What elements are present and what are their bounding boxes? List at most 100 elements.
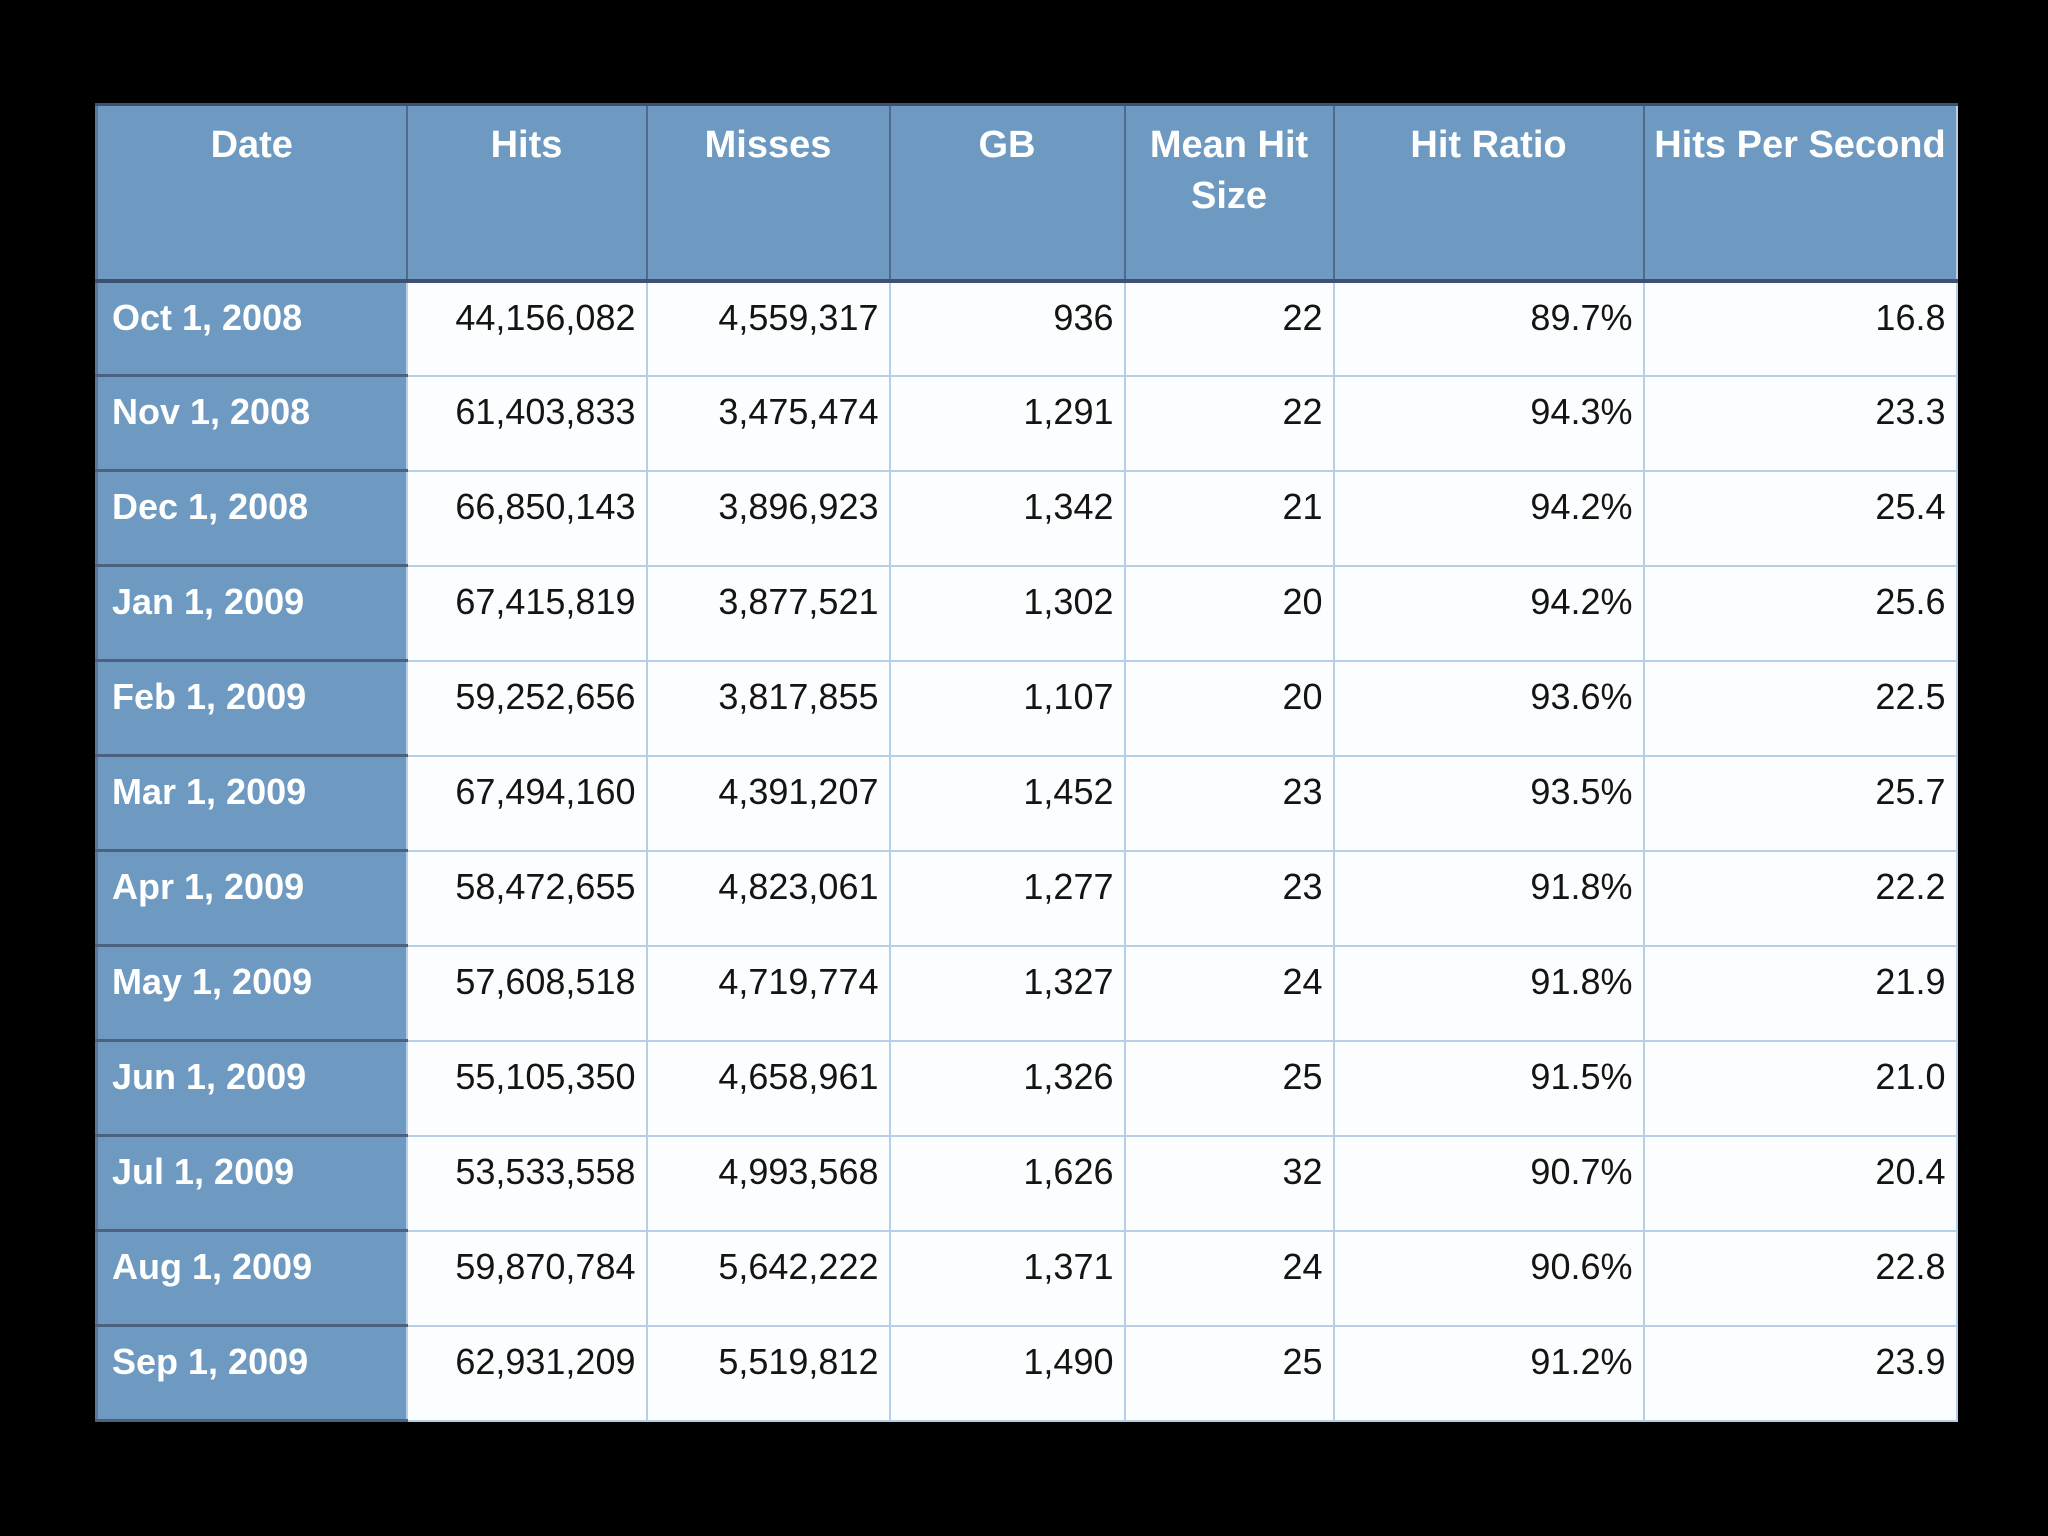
row-hit-ratio-cell: 90.7% [1332, 1135, 1644, 1232]
row-gb-cell: 1,490 [888, 1325, 1125, 1422]
column-header-hit-ratio: Hit Ratio [1332, 104, 1644, 283]
row-hits-cell: 53,533,558 [405, 1135, 647, 1232]
row-mean-hit-size-cell: 25 [1123, 1040, 1334, 1137]
row-hit-ratio-cell: 93.6% [1332, 660, 1644, 757]
row-gb-cell: 1,327 [888, 945, 1125, 1042]
row-hits-per-second-cell: 23.9 [1642, 1325, 1957, 1422]
row-mean-hit-size-cell: 20 [1123, 565, 1334, 662]
column-header-misses: Misses [645, 104, 890, 283]
row-misses-cell: 3,817,855 [645, 660, 890, 757]
table-row: Jan 1, 2009 67,415,819 3,877,521 1,302 20 94.… [96, 565, 1957, 662]
table-row: Feb 1, 2009 59,252,656 3,817,855 1,107 20 93.… [96, 660, 1957, 757]
table-header-row: Date Hits Misses GB Mean Hit Size Hit Ra… [96, 104, 1957, 283]
row-misses-cell: 4,658,961 [645, 1040, 890, 1137]
row-hits-per-second-cell: 25.7 [1642, 755, 1957, 852]
table-row: Nov 1, 2008 61,403,833 3,475,474 1,291 22 94.… [96, 375, 1957, 472]
row-date-cell: Jun 1, 2009 [96, 1040, 407, 1137]
row-gb-cell: 1,452 [888, 755, 1125, 852]
row-misses-cell: 4,993,568 [645, 1135, 890, 1232]
row-hits-per-second-cell: 21.0 [1642, 1040, 1957, 1137]
row-hits-cell: 55,105,350 [405, 1040, 647, 1137]
row-misses-cell: 4,823,061 [645, 850, 890, 947]
row-mean-hit-size-cell: 24 [1123, 945, 1334, 1042]
row-misses-cell: 3,877,521 [645, 565, 890, 662]
row-hits-per-second-cell: 25.6 [1642, 565, 1957, 662]
row-hit-ratio-cell: 91.8% [1332, 945, 1644, 1042]
row-hit-ratio-cell: 91.5% [1332, 1040, 1644, 1137]
row-hit-ratio-cell: 91.8% [1332, 850, 1644, 947]
row-date-cell: Mar 1, 2009 [96, 755, 407, 852]
column-header-hits: Hits [405, 104, 647, 283]
row-date-cell: Jan 1, 2009 [96, 565, 407, 662]
row-hits-per-second-cell: 25.4 [1642, 470, 1957, 567]
row-hits-per-second-cell: 22.5 [1642, 660, 1957, 757]
row-gb-cell: 936 [888, 280, 1125, 377]
row-gb-cell: 1,626 [888, 1135, 1125, 1232]
column-header-gb: GB [888, 104, 1125, 283]
cache-stats-table: Date Hits Misses GB Mean Hit Size Hit Ra… [95, 103, 1958, 1422]
column-header-mean-hit-size: Mean Hit Size [1123, 104, 1334, 283]
column-header-date: Date [96, 104, 407, 283]
table-body: Oct 1, 2008 44,156,082 4,559,317 936 22 89.7%… [96, 280, 1957, 1422]
row-hits-per-second-cell: 20.4 [1642, 1135, 1957, 1232]
row-hits-cell: 44,156,082 [405, 280, 647, 377]
row-mean-hit-size-cell: 22 [1123, 280, 1334, 377]
row-misses-cell: 4,719,774 [645, 945, 890, 1042]
row-date-cell: Apr 1, 2009 [96, 850, 407, 947]
row-date-cell: Nov 1, 2008 [96, 375, 407, 472]
row-misses-cell: 3,896,923 [645, 470, 890, 567]
row-mean-hit-size-cell: 22 [1123, 375, 1334, 472]
row-mean-hit-size-cell: 24 [1123, 1230, 1334, 1327]
row-mean-hit-size-cell: 32 [1123, 1135, 1334, 1232]
table-row: Oct 1, 2008 44,156,082 4,559,317 936 22 89.7%… [96, 280, 1957, 377]
row-hits-cell: 67,415,819 [405, 565, 647, 662]
row-gb-cell: 1,107 [888, 660, 1125, 757]
row-hits-cell: 67,494,160 [405, 755, 647, 852]
row-mean-hit-size-cell: 20 [1123, 660, 1334, 757]
row-hits-per-second-cell: 22.8 [1642, 1230, 1957, 1327]
row-hit-ratio-cell: 90.6% [1332, 1230, 1644, 1327]
row-gb-cell: 1,326 [888, 1040, 1125, 1137]
table-row: May 1, 2009 57,608,518 4,719,774 1,327 24 91.… [96, 945, 1957, 1042]
row-misses-cell: 3,475,474 [645, 375, 890, 472]
table-row: Dec 1, 2008 66,850,143 3,896,923 1,342 21 94.… [96, 470, 1957, 567]
row-date-cell: Feb 1, 2009 [96, 660, 407, 757]
row-date-cell: Oct 1, 2008 [96, 280, 407, 377]
row-gb-cell: 1,277 [888, 850, 1125, 947]
table-row: Jun 1, 2009 55,105,350 4,658,961 1,326 25 91.… [96, 1040, 1957, 1137]
row-hits-per-second-cell: 16.8 [1642, 280, 1957, 377]
row-hits-per-second-cell: 23.3 [1642, 375, 1957, 472]
row-mean-hit-size-cell: 23 [1123, 850, 1334, 947]
row-misses-cell: 5,642,222 [645, 1230, 890, 1327]
row-hit-ratio-cell: 94.2% [1332, 565, 1644, 662]
table-row: Sep 1, 2009 62,931,209 5,519,812 1,490 25 91.… [96, 1325, 1957, 1422]
row-date-cell: Jul 1, 2009 [96, 1135, 407, 1232]
row-date-cell: May 1, 2009 [96, 945, 407, 1042]
row-hit-ratio-cell: 91.2% [1332, 1325, 1644, 1422]
table-row: Apr 1, 2009 58,472,655 4,823,061 1,277 23 91.… [96, 850, 1957, 947]
row-mean-hit-size-cell: 21 [1123, 470, 1334, 567]
table-row: Jul 1, 2009 53,533,558 4,993,568 1,626 32 90.… [96, 1135, 1957, 1232]
row-hits-cell: 59,870,784 [405, 1230, 647, 1327]
table-header: Date Hits Misses GB Mean Hit Size Hit Ra… [96, 104, 1957, 283]
row-hits-cell: 57,608,518 [405, 945, 647, 1042]
column-header-hits-per-second: Hits Per Second [1642, 104, 1957, 283]
row-date-cell: Sep 1, 2009 [96, 1325, 407, 1422]
table-row: Aug 1, 2009 59,870,784 5,642,222 1,371 24 90.… [96, 1230, 1957, 1327]
row-hits-per-second-cell: 21.9 [1642, 945, 1957, 1042]
row-hit-ratio-cell: 94.2% [1332, 470, 1644, 567]
row-hits-cell: 62,931,209 [405, 1325, 647, 1422]
row-date-cell: Dec 1, 2008 [96, 470, 407, 567]
row-hit-ratio-cell: 93.5% [1332, 755, 1644, 852]
table-row: Mar 1, 2009 67,494,160 4,391,207 1,452 23 93.… [96, 755, 1957, 852]
row-gb-cell: 1,291 [888, 375, 1125, 472]
row-gb-cell: 1,342 [888, 470, 1125, 567]
row-hits-per-second-cell: 22.2 [1642, 850, 1957, 947]
row-misses-cell: 4,559,317 [645, 280, 890, 377]
row-hits-cell: 61,403,833 [405, 375, 647, 472]
row-misses-cell: 5,519,812 [645, 1325, 890, 1422]
row-gb-cell: 1,302 [888, 565, 1125, 662]
row-gb-cell: 1,371 [888, 1230, 1125, 1327]
row-hit-ratio-cell: 94.3% [1332, 375, 1644, 472]
row-date-cell: Aug 1, 2009 [96, 1230, 407, 1327]
